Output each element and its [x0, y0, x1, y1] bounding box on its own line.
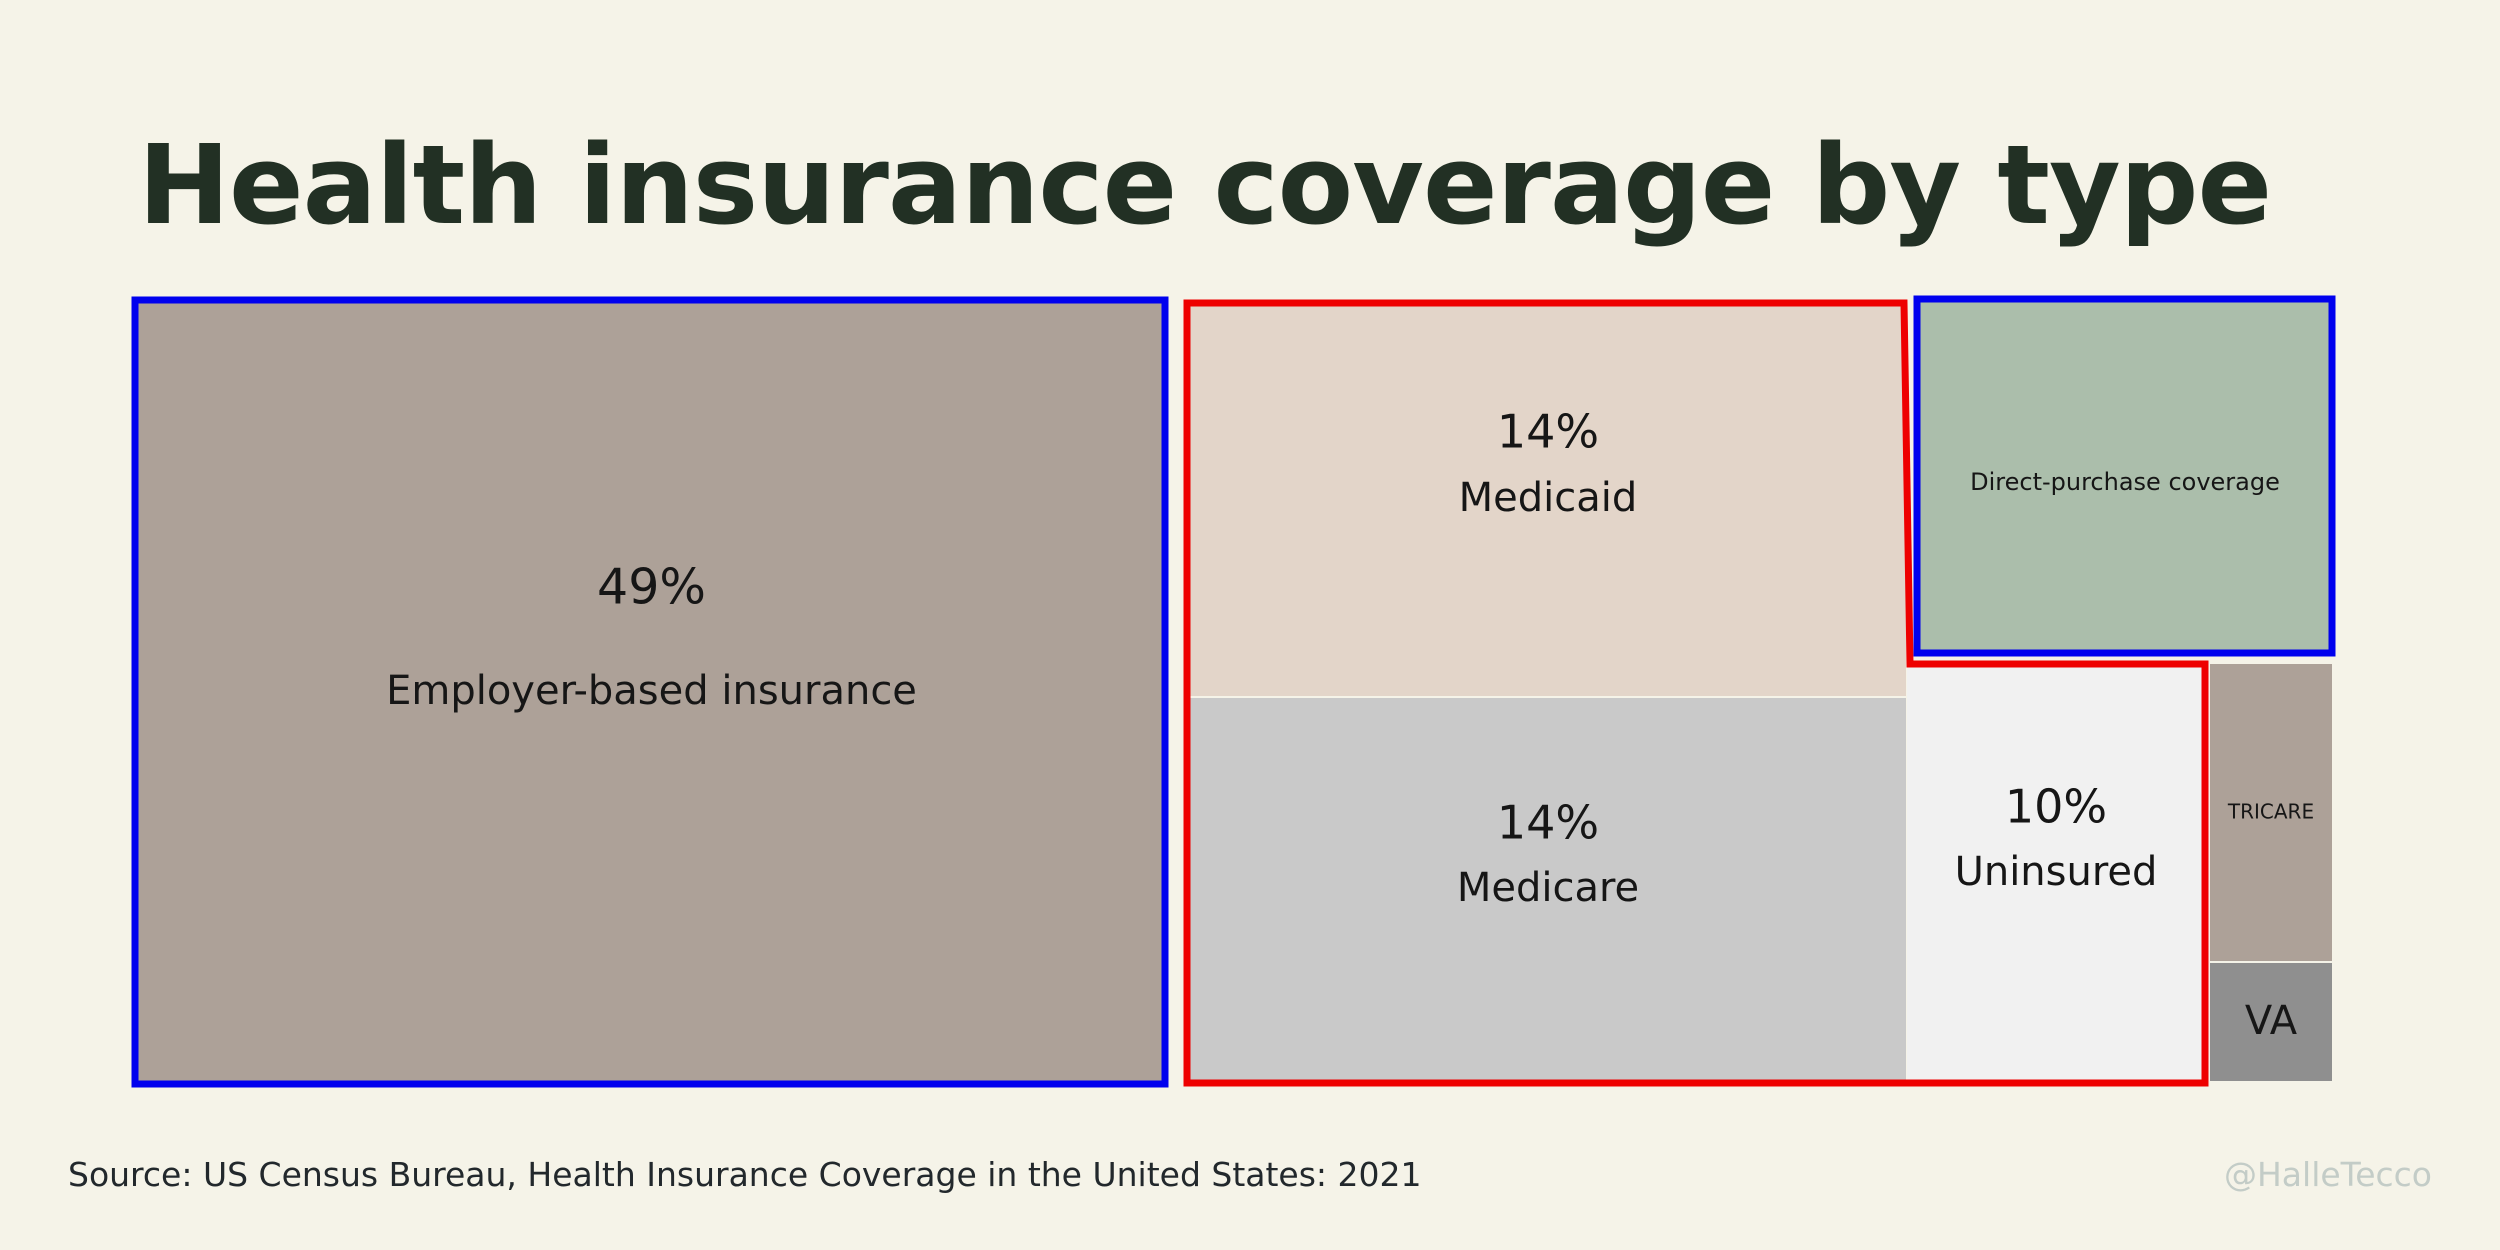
outline-direct-purchase-group — [1913, 295, 2336, 657]
cell-direct-purchase-coverage — [1917, 300, 2333, 652]
author-credit: @HalleTecco — [2223, 1155, 2432, 1194]
category-label-medicare: Medicare — [1457, 865, 1639, 911]
category-label-uninsured: Uninsured — [1955, 849, 2158, 895]
outline-employer-group — [131, 296, 1169, 1088]
category-label-medicaid: Medicaid — [1459, 475, 1638, 521]
cell-medicare — [1190, 697, 1906, 1083]
category-label-employer-based-insurance: Employer-based insurance — [386, 668, 917, 714]
cell-employer-based-insurance — [137, 302, 1166, 1083]
category-label-tricare: TRICARE — [2227, 800, 2314, 824]
value-label-uninsured: 10% — [2005, 780, 2107, 834]
value-label-medicare: 14% — [1497, 796, 1599, 850]
value-label-employer-based-insurance: 49% — [597, 559, 706, 616]
value-label-medicaid: 14% — [1497, 405, 1599, 459]
cell-medicaid — [1190, 302, 1906, 696]
chart-title: Health insurance coverage by type — [138, 121, 2272, 249]
cell-tricare — [2210, 664, 2332, 961]
outline-public-group — [1183, 299, 2209, 1087]
source-note: Source: US Census Bureau, Health Insuran… — [68, 1155, 1422, 1194]
category-label-va: VA — [2245, 998, 2298, 1044]
cell-uninsured — [1907, 666, 2205, 1083]
category-label-direct-purchase-coverage: Direct-purchase coverage — [1970, 468, 2280, 496]
cell-va — [2210, 963, 2332, 1081]
